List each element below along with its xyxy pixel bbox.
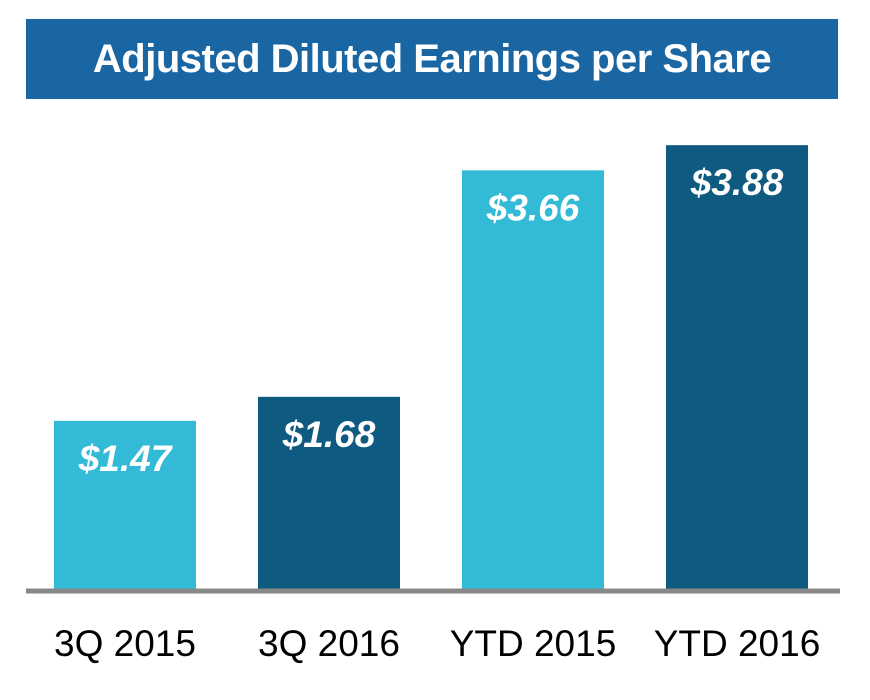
data-label-3q-2016: $1.68 (282, 414, 376, 455)
chart-title: Adjusted Diluted Earnings per Share (92, 36, 772, 81)
bar-ytd-2016 (666, 145, 808, 590)
category-label-3q-2015: 3Q 2015 (54, 623, 196, 664)
bars-layer (54, 145, 808, 590)
data-label-ytd-2015: $3.66 (486, 187, 580, 228)
bar-3q-2016 (258, 396, 400, 589)
category-labels-layer: 3Q 2015 3Q 2016 YTD 2015 YTD 2016 (54, 623, 820, 664)
data-label-ytd-2016: $3.88 (690, 162, 784, 203)
bar-ytd-2015 (462, 170, 604, 589)
data-labels-layer: $1.47 $1.68 $3.66 $3.88 (78, 162, 784, 479)
category-label-ytd-2015: YTD 2015 (450, 623, 617, 664)
data-label-3q-2015: $1.47 (78, 438, 174, 479)
chart-title-banner: Adjusted Diluted Earnings per Share (26, 19, 838, 99)
category-label-3q-2016: 3Q 2016 (258, 623, 400, 664)
bar-3q-2015 (54, 420, 196, 589)
category-label-ytd-2016: YTD 2016 (654, 623, 821, 664)
